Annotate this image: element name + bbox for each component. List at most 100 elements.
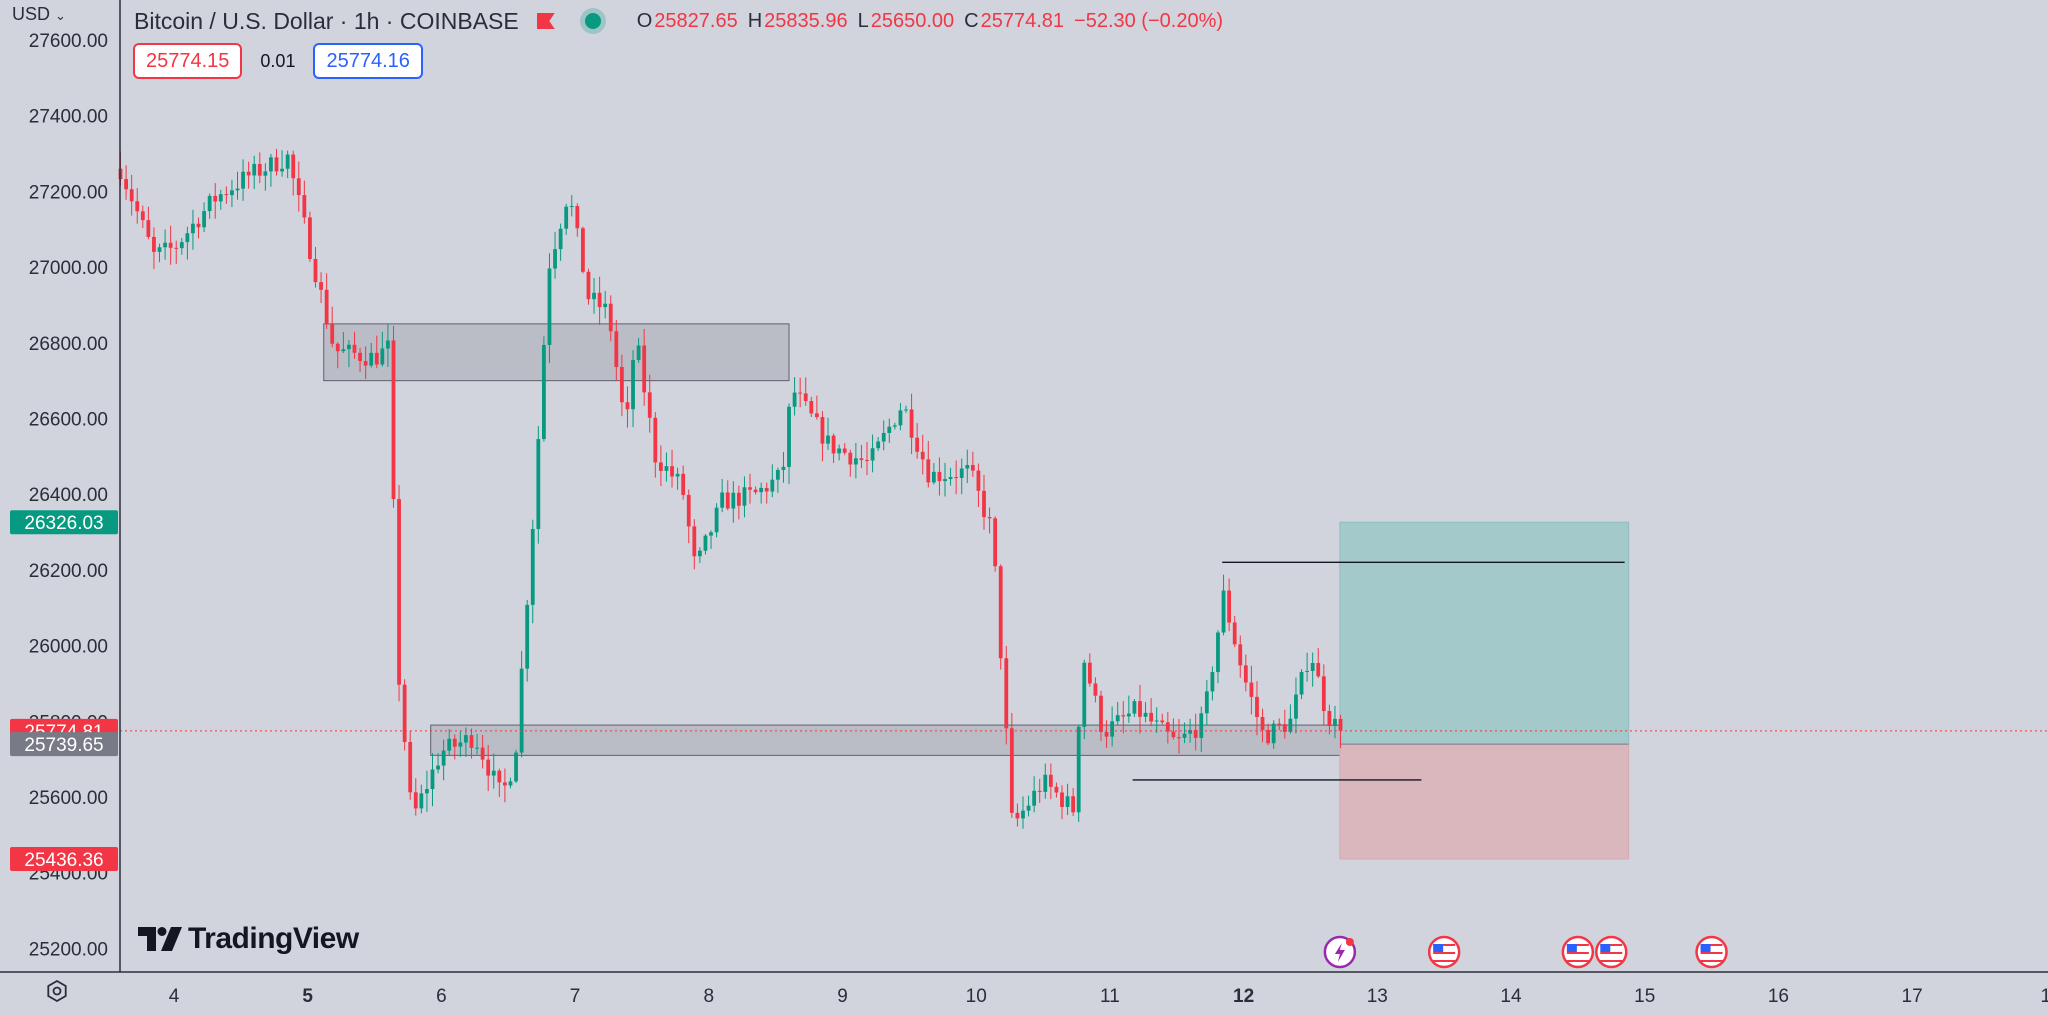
candle[interactable] [469,728,474,759]
candle[interactable] [876,437,881,451]
candle[interactable] [374,335,379,369]
candle[interactable] [803,377,808,406]
candle[interactable] [809,396,814,418]
candle[interactable] [542,336,546,442]
supply-demand-zone[interactable] [323,323,790,382]
candle[interactable] [586,268,591,305]
supply-demand-zone[interactable] [430,724,1429,756]
candle[interactable] [124,165,128,200]
symbol-title[interactable]: Bitcoin / U.S. Dollar · 1h · COINBASE [134,7,519,34]
candle[interactable] [1054,782,1059,798]
candle[interactable] [798,377,803,408]
position-stop-zone[interactable] [1339,743,1630,860]
candle[interactable] [313,246,318,288]
candle[interactable] [397,485,401,702]
candle[interactable] [1221,574,1226,636]
candle[interactable] [486,744,491,792]
candle[interactable] [1266,723,1271,746]
candle[interactable] [1271,720,1276,749]
candle[interactable] [898,403,903,431]
candle[interactable] [859,444,864,469]
candle[interactable] [196,217,201,239]
candle[interactable] [1277,718,1282,731]
candle[interactable] [625,386,630,428]
candle[interactable] [536,426,541,544]
candle[interactable] [135,188,140,224]
candle[interactable] [308,211,312,262]
candle[interactable] [1060,785,1064,820]
candle[interactable] [246,161,251,189]
settings-gear-icon[interactable] [46,980,68,1002]
candle[interactable] [464,727,468,757]
candle[interactable] [1093,677,1098,703]
candle[interactable] [335,342,340,369]
candle[interactable] [998,564,1003,670]
candle[interactable] [826,417,830,450]
candle[interactable] [402,679,407,751]
candle[interactable] [959,458,964,495]
candle[interactable] [257,152,262,184]
candle[interactable] [191,209,195,250]
candle[interactable] [619,354,624,417]
candle[interactable] [976,463,981,508]
candle[interactable] [202,202,206,233]
candle[interactable] [1165,712,1170,744]
position-target-zone[interactable] [1339,521,1630,745]
candle[interactable] [285,150,290,179]
candle[interactable] [413,778,418,816]
candle[interactable] [408,730,413,800]
us-flag-event-icon[interactable] [1427,935,1461,969]
candle[interactable] [296,161,301,212]
candle[interactable] [970,451,975,477]
candle[interactable] [1149,698,1154,727]
candle[interactable] [1243,654,1248,692]
candle[interactable] [224,186,229,204]
candle[interactable] [218,189,223,210]
candle[interactable] [1238,635,1243,678]
candle[interactable] [1310,652,1315,687]
candle[interactable] [943,462,947,497]
candle[interactable] [391,325,396,508]
candle[interactable] [781,451,786,483]
candle[interactable] [341,331,346,354]
candle[interactable] [386,324,390,367]
candle[interactable] [569,195,574,217]
candle[interactable] [425,770,429,812]
candle[interactable] [681,465,686,500]
candle[interactable] [881,420,886,451]
candle[interactable] [725,480,730,511]
candle[interactable] [954,460,959,495]
candle[interactable] [915,423,920,459]
candle[interactable] [920,434,925,475]
candle[interactable] [748,473,752,504]
candle[interactable] [497,768,502,797]
candle[interactable] [1021,796,1025,829]
candle[interactable] [330,306,335,348]
candle[interactable] [697,547,702,564]
candle[interactable] [731,481,736,523]
sell-button[interactable]: 25774.15 [133,43,243,79]
candle[interactable] [274,148,279,176]
candle[interactable] [608,295,613,342]
candle[interactable] [447,729,452,756]
candle[interactable] [525,599,530,682]
candle[interactable] [491,753,496,789]
candle[interactable] [1032,776,1037,813]
candle[interactable] [580,226,585,274]
us-flag-event-icon[interactable] [1695,935,1728,969]
candle[interactable] [1065,783,1070,816]
candle[interactable] [814,395,819,420]
candle[interactable] [380,331,385,367]
candle[interactable] [1009,712,1014,818]
candle[interactable] [235,171,240,200]
candle[interactable] [185,226,190,260]
candle[interactable] [263,163,268,191]
candle[interactable] [519,651,524,758]
bolt-event-icon[interactable] [1323,935,1357,969]
flag-icon[interactable] [536,13,555,29]
candle[interactable] [597,276,602,326]
candle[interactable] [503,768,507,803]
candle[interactable] [430,753,435,807]
candle[interactable] [174,240,179,264]
candle[interactable] [764,482,769,504]
